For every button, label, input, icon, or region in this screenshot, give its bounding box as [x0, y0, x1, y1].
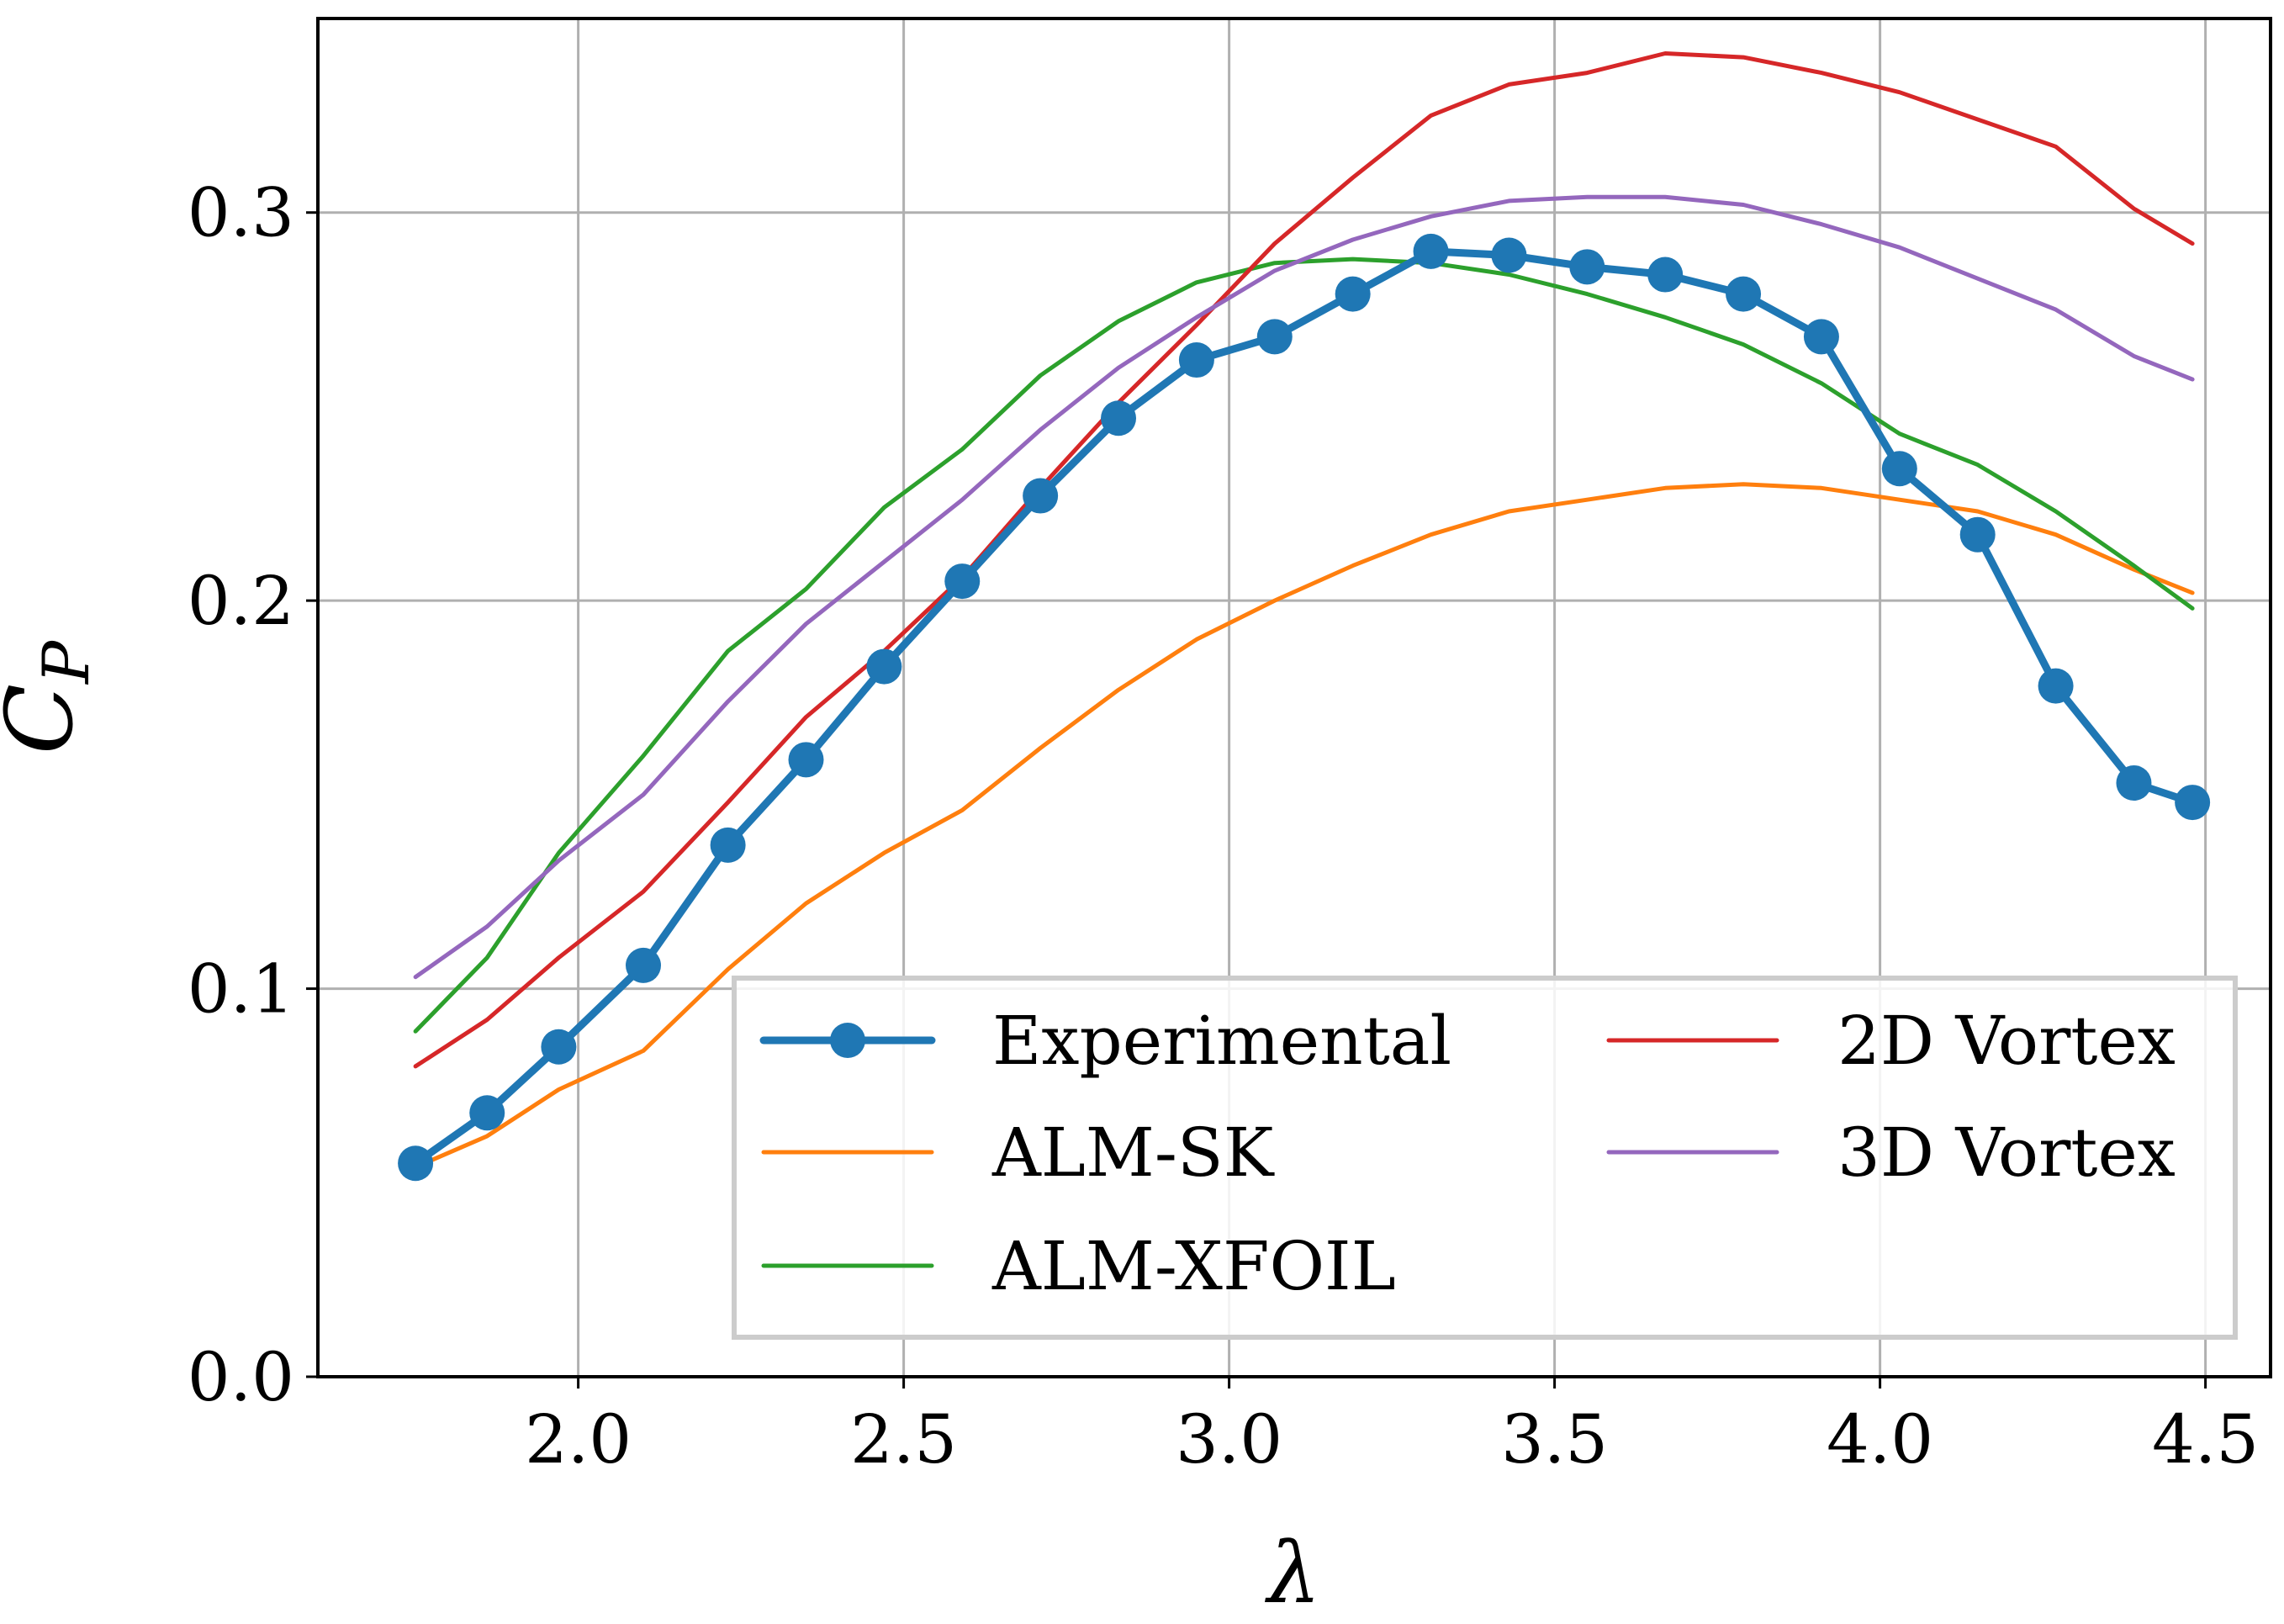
data-point: [398, 1145, 434, 1182]
y-tick-label: 0.3: [188, 174, 294, 252]
x-tick-label: 3.5: [1501, 1400, 1608, 1479]
data-point: [1726, 276, 1762, 312]
data-point: [710, 827, 746, 863]
series-line-3d-vortex: [413, 194, 2195, 980]
series-2d-vortex: [413, 51, 2195, 1069]
data-point: [1491, 237, 1527, 273]
x-tick-label: 4.5: [2152, 1400, 2259, 1479]
data-point: [1647, 257, 1684, 293]
legend-label: ALM-XFOIL: [991, 1227, 1396, 1305]
legend-label: 2D Vortex: [1837, 1002, 2176, 1080]
legend-label: 3D Vortex: [1837, 1114, 2176, 1192]
x-tick-label: 3.0: [1176, 1400, 1282, 1479]
legend-swatch-marker: [830, 1023, 865, 1058]
legend-label: ALM-SK: [991, 1114, 1275, 1192]
legend-entry-2d-vortex: 2D Vortex: [1606, 1002, 2176, 1080]
x-tick-label: 2.5: [850, 1400, 957, 1479]
series-line-alm-sk: [413, 482, 2195, 1170]
legend-label: Experimental: [992, 1002, 1451, 1080]
ticks: 2.0 2.5 3.0 3.5 4.0 4.5 0.0 0.1 0.2 0.3: [188, 174, 2259, 1479]
y-axis-label-main: C: [0, 684, 93, 754]
data-point: [2038, 668, 2074, 704]
legend-entry-3d-vortex: 3D Vortex: [1606, 1114, 2176, 1192]
data-point: [1335, 276, 1371, 312]
y-tick-label: 0.1: [188, 950, 294, 1029]
series-line-alm-xfoil: [413, 257, 2195, 1034]
x-axis-label: λ: [1264, 1524, 1320, 1622]
data-point: [1413, 233, 1449, 269]
data-point: [1101, 400, 1137, 436]
data-point: [788, 742, 824, 778]
data-point: [1569, 249, 1605, 285]
series-alm-xfoil: [413, 257, 2195, 1034]
series-3d-vortex: [413, 194, 2195, 980]
data-point: [626, 947, 661, 983]
data-point: [1803, 319, 1839, 355]
data-point: [2116, 765, 2152, 801]
data-point: [944, 563, 981, 600]
data-point: [541, 1029, 577, 1065]
plot-frame: [316, 17, 2272, 1378]
series-line-2d-vortex: [413, 51, 2195, 1069]
y-axis-label-subscript: P: [29, 639, 103, 685]
series-group: [398, 51, 2211, 1182]
data-point: [1959, 516, 1996, 553]
y-axis-label: CP: [0, 639, 103, 754]
legend-entry-experimental: Experimental: [759, 1002, 1451, 1080]
data-point: [1023, 478, 1059, 514]
legend: Experimental ALM-SK ALM-XFOIL 2D Vortex 3D V…: [732, 976, 2238, 1340]
data-point: [2175, 785, 2211, 821]
legend-entry-alm-xfoil: ALM-XFOIL: [761, 1227, 1396, 1305]
data-point: [469, 1095, 505, 1131]
series-alm-sk: [413, 482, 2195, 1170]
y-tick-label: 0.0: [188, 1338, 294, 1416]
data-point: [1881, 451, 1917, 487]
y-tick-label: 0.2: [188, 562, 294, 640]
legend-box: [732, 976, 2238, 1340]
legend-entry-alm-sk: ALM-SK: [761, 1114, 1275, 1192]
data-point: [1178, 342, 1214, 378]
series-experimental: [398, 233, 2211, 1182]
x-tick-label: 2.0: [525, 1400, 632, 1479]
x-tick-label: 4.0: [1827, 1400, 1933, 1479]
data-point: [866, 648, 902, 685]
data-point: [1256, 319, 1293, 355]
